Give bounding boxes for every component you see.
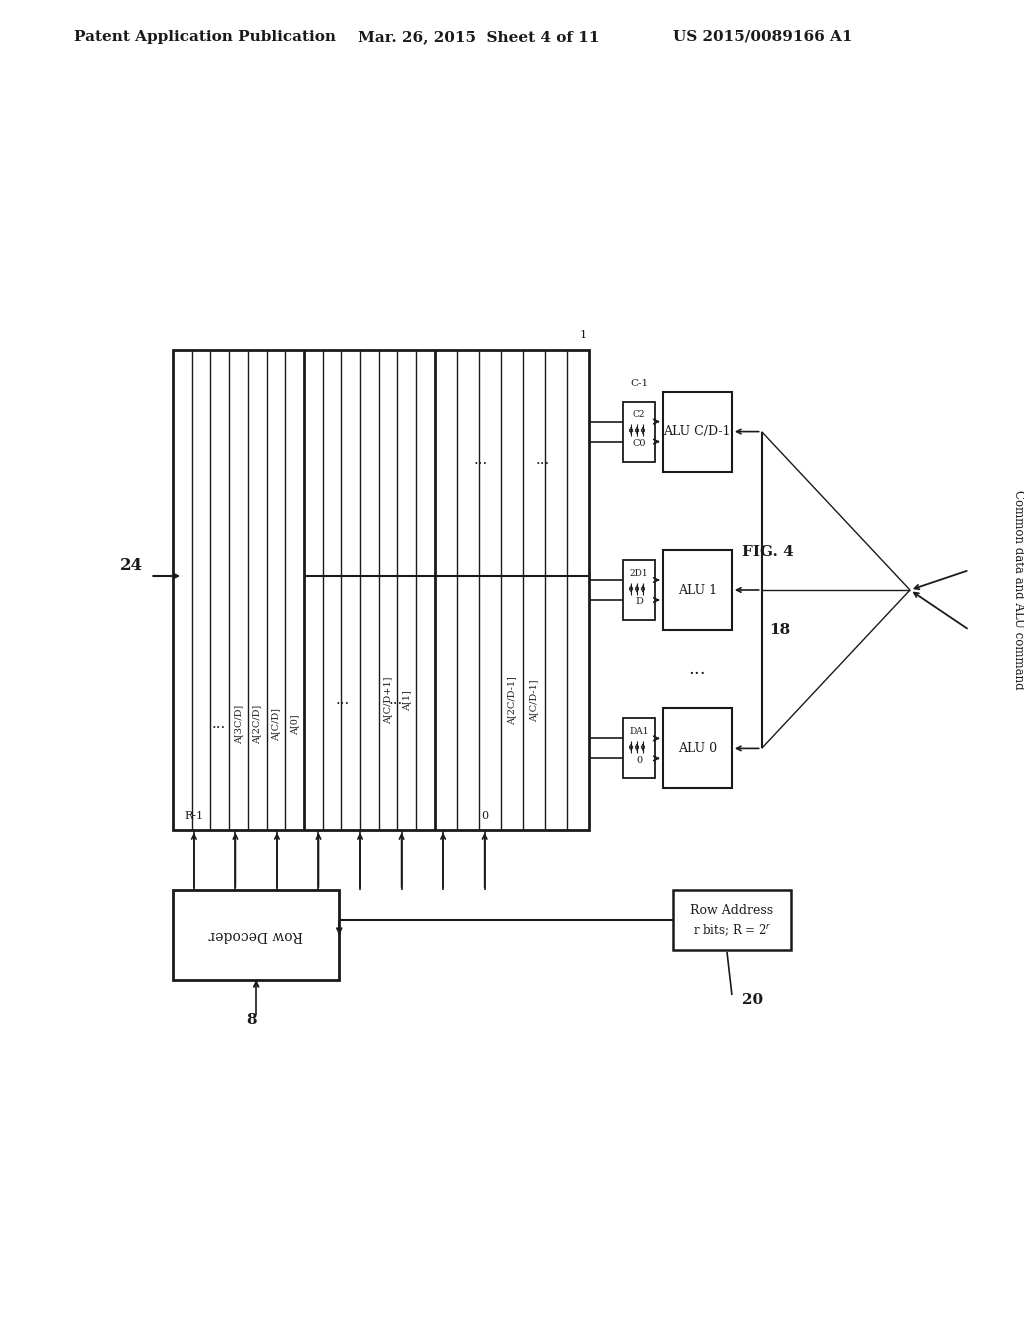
Text: 2D1: 2D1	[630, 569, 648, 578]
Bar	[663, 392, 732, 471]
Text: 1: 1	[580, 330, 587, 341]
Bar	[173, 350, 589, 830]
Text: C2: C2	[633, 411, 645, 420]
Bar	[663, 550, 732, 630]
Text: A[3C/D]: A[3C/D]	[234, 705, 243, 744]
Text: ...: ...	[388, 693, 402, 708]
Text: Row Address: Row Address	[690, 903, 773, 916]
Text: 8: 8	[246, 1012, 257, 1027]
Text: A[0]: A[0]	[290, 714, 299, 735]
Text: C0: C0	[632, 440, 646, 447]
Text: US 2015/0089166 A1: US 2015/0089166 A1	[673, 30, 852, 44]
Text: 18: 18	[769, 623, 791, 638]
Bar	[673, 890, 792, 950]
Text: C-1: C-1	[630, 379, 648, 388]
Text: 24: 24	[120, 557, 143, 574]
Text: Row Decoder: Row Decoder	[209, 928, 303, 942]
Bar	[624, 560, 654, 620]
Text: R-1: R-1	[184, 810, 204, 821]
Text: A[1]: A[1]	[402, 690, 412, 710]
Text: A[2C/D-1]: A[2C/D-1]	[507, 676, 516, 725]
Text: 0: 0	[636, 756, 642, 764]
Text: Patent Application Publication: Patent Application Publication	[74, 30, 336, 44]
Text: ...: ...	[212, 717, 226, 731]
Bar	[624, 401, 654, 462]
Text: Mar. 26, 2015  Sheet 4 of 11: Mar. 26, 2015 Sheet 4 of 11	[358, 30, 600, 44]
Text: Common data and ALU command: Common data and ALU command	[1013, 490, 1024, 690]
Bar	[624, 718, 654, 779]
Text: 20: 20	[741, 993, 763, 1007]
Text: 0: 0	[481, 810, 488, 821]
Text: FIG. 4: FIG. 4	[741, 545, 794, 558]
Text: ...: ...	[474, 453, 488, 467]
Text: ...: ...	[536, 453, 550, 467]
Text: A[2C/D]: A[2C/D]	[253, 705, 262, 744]
Text: ...: ...	[688, 660, 707, 678]
Text: A[C/D+1]: A[C/D+1]	[384, 677, 392, 725]
Bar	[663, 709, 732, 788]
Text: ALU 1: ALU 1	[678, 583, 717, 597]
Text: ALU 0: ALU 0	[678, 742, 717, 755]
Bar	[173, 890, 339, 979]
Text: A[C/D]: A[C/D]	[271, 708, 281, 741]
Text: ALU C/D-1: ALU C/D-1	[664, 425, 731, 438]
Text: ...: ...	[336, 693, 350, 708]
Text: DA1: DA1	[629, 727, 649, 737]
Text: D: D	[635, 598, 643, 606]
Text: r bits; R = 2$^r$: r bits; R = 2$^r$	[692, 921, 771, 939]
Text: A[C/D-1]: A[C/D-1]	[529, 678, 539, 722]
